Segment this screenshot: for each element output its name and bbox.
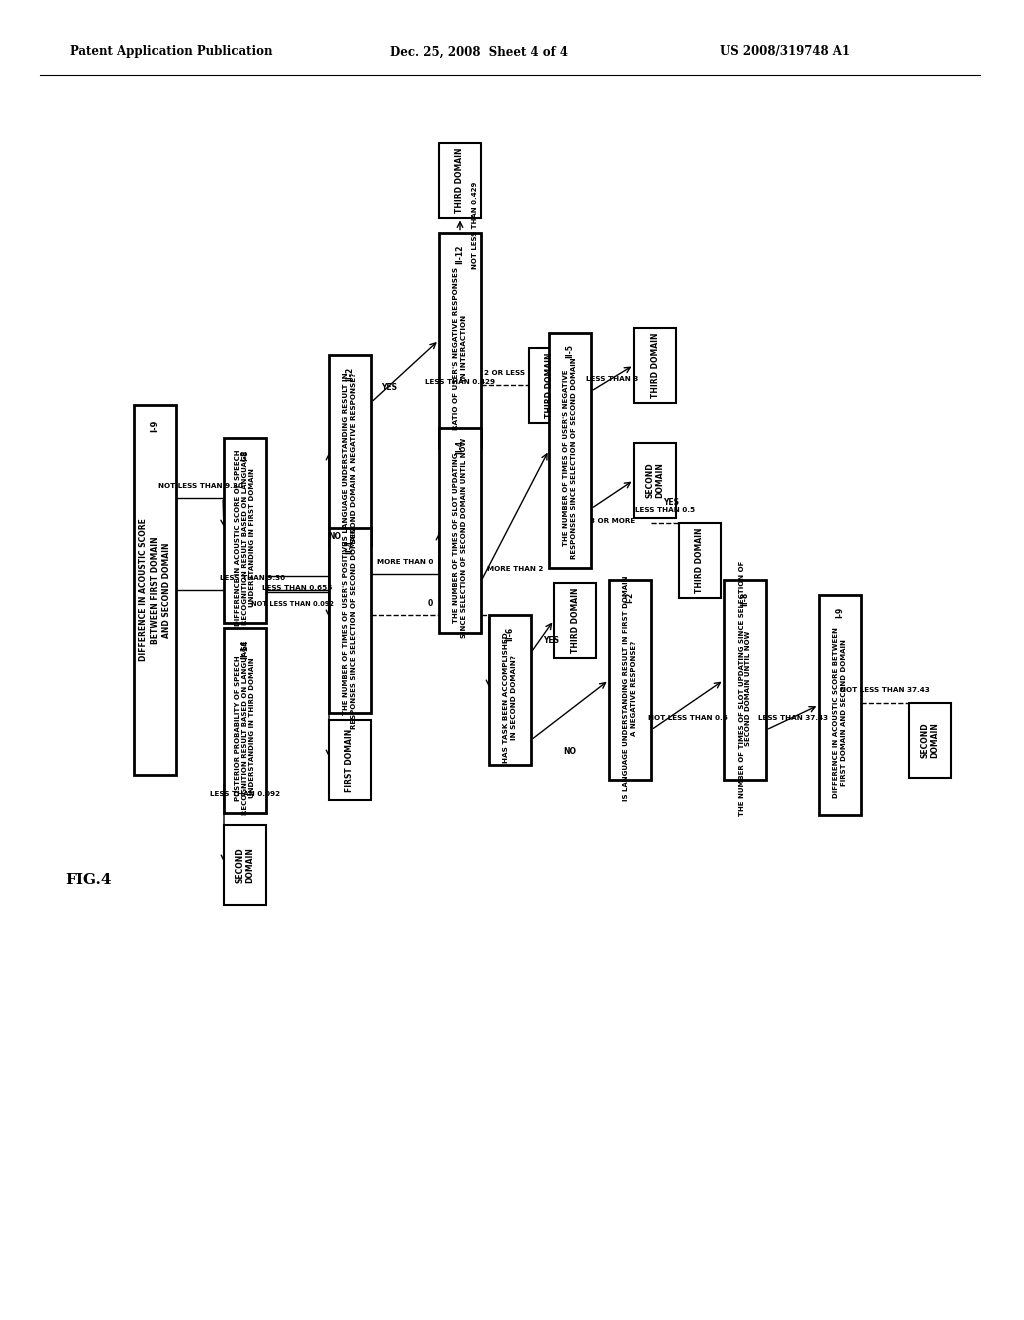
Text: THIRD DOMAIN: THIRD DOMAIN xyxy=(570,587,580,653)
Text: SECOND
DOMAIN: SECOND DOMAIN xyxy=(921,722,940,758)
Text: NO: NO xyxy=(563,747,577,756)
Text: RATIO OF USER'S NEGATIVE RESPONSES
IN INTERACTION: RATIO OF USER'S NEGATIVE RESPONSES IN IN… xyxy=(454,267,467,429)
Text: THIRD DOMAIN: THIRD DOMAIN xyxy=(695,527,705,593)
Text: YES: YES xyxy=(381,383,397,392)
Text: YES: YES xyxy=(663,498,679,507)
Text: FIRST DOMAIN: FIRST DOMAIN xyxy=(345,729,354,792)
Text: LESS THAN 0.092: LESS THAN 0.092 xyxy=(210,791,280,797)
Text: LESS THAN 0.5: LESS THAN 0.5 xyxy=(635,507,695,513)
Bar xyxy=(439,232,481,447)
Text: US 2008/319748 A1: US 2008/319748 A1 xyxy=(720,45,850,58)
Text: SECOND
DOMAIN: SECOND DOMAIN xyxy=(645,462,665,498)
Text: THE NUMBER OF TIMES OF SLOT UPDATING
SINCE SELECTION OF SECOND DOMAIN UNTIL NOW: THE NUMBER OF TIMES OF SLOT UPDATING SIN… xyxy=(454,438,467,638)
Text: IS LANGUAGE UNDERSTANDING RESULT IN FIRST DOMAIN
A NEGATIVE RESPONSE?: IS LANGUAGE UNDERSTANDING RESULT IN FIRS… xyxy=(624,576,637,801)
Text: II-8: II-8 xyxy=(740,591,750,606)
Text: THE NUMBER OF TIMES OF USER'S POSITIVE
RESPONSES SINCE SELECTION OF SECOND DOMAI: THE NUMBER OF TIMES OF USER'S POSITIVE R… xyxy=(343,527,356,729)
Text: I-9: I-9 xyxy=(836,607,845,618)
Bar xyxy=(329,528,371,713)
Text: I-9: I-9 xyxy=(151,420,160,433)
Bar xyxy=(224,825,266,906)
Text: YES: YES xyxy=(543,636,559,645)
Text: LESS THAN 37.43: LESS THAN 37.43 xyxy=(758,715,827,721)
Text: FIG.4: FIG.4 xyxy=(65,873,112,887)
Text: Patent Application Publication: Patent Application Publication xyxy=(70,45,272,58)
Text: II-12: II-12 xyxy=(456,244,465,264)
Bar xyxy=(634,442,676,517)
Text: MORE THAN 0: MORE THAN 0 xyxy=(377,558,433,565)
Text: I-2: I-2 xyxy=(626,591,635,603)
Text: II-4: II-4 xyxy=(345,540,354,553)
Text: 3 OR MORE: 3 OR MORE xyxy=(590,517,635,524)
Text: II-14: II-14 xyxy=(241,639,250,659)
Bar xyxy=(529,347,571,422)
Bar xyxy=(224,627,266,813)
Text: LESS THAN 3: LESS THAN 3 xyxy=(587,376,639,383)
Text: II-4: II-4 xyxy=(456,440,465,454)
Text: I-8: I-8 xyxy=(241,450,250,461)
Text: LESS THAN 0.655: LESS THAN 0.655 xyxy=(262,585,333,591)
Text: 0: 0 xyxy=(427,598,432,607)
Bar xyxy=(679,523,721,598)
Text: THIRD DOMAIN: THIRD DOMAIN xyxy=(650,333,659,397)
Bar xyxy=(549,333,591,568)
Text: NOT LESS THAN 9.30: NOT LESS THAN 9.30 xyxy=(158,483,243,488)
Text: THIRD DOMAIN: THIRD DOMAIN xyxy=(456,148,465,213)
Bar xyxy=(609,579,651,780)
Bar xyxy=(134,405,176,775)
Text: 2 OR LESS: 2 OR LESS xyxy=(484,370,525,376)
Text: THE NUMBER OF TIMES OF SLOT UPDATING SINCE SELECTION OF
SECOND DOMAIN UNTIL NOW: THE NUMBER OF TIMES OF SLOT UPDATING SIN… xyxy=(738,560,752,816)
Text: NO: NO xyxy=(329,532,341,541)
Text: LESS THAN 0.429: LESS THAN 0.429 xyxy=(425,379,495,384)
Text: DIFFERENCE IN ACOUSTIC SCORE OF SPEECH
RECOGNITION RESULT BASED ON LANGUAGE
UNDE: DIFFERENCE IN ACOUSTIC SCORE OF SPEECH R… xyxy=(234,450,255,626)
Text: HAS TASK BEEN ACCOMPLISHED
IN SECOND DOMAIN?: HAS TASK BEEN ACCOMPLISHED IN SECOND DOM… xyxy=(503,632,517,763)
Bar xyxy=(819,595,861,814)
Text: II-5: II-5 xyxy=(565,345,574,359)
Text: SECOND
DOMAIN: SECOND DOMAIN xyxy=(236,847,255,883)
Bar xyxy=(224,437,266,623)
Text: MORE THAN 2: MORE THAN 2 xyxy=(486,566,543,573)
Text: Dec. 25, 2008  Sheet 4 of 4: Dec. 25, 2008 Sheet 4 of 4 xyxy=(390,45,568,58)
Text: DIFFERENCE IN ACOUSTIC SCORE
BETWEEN FIRST DOMAIN
AND SECOND DOMAIN: DIFFERENCE IN ACOUSTIC SCORE BETWEEN FIR… xyxy=(139,519,171,661)
Text: THIRD DOMAIN: THIRD DOMAIN xyxy=(546,352,555,417)
Text: POSTERIOR PROBABILITY OF SPEECH
RECOGNITION RESULT BASED ON LANGUAGE
UNDERSTANDI: POSTERIOR PROBABILITY OF SPEECH RECOGNIT… xyxy=(234,640,255,816)
Text: LESS THAN 9.30: LESS THAN 9.30 xyxy=(220,576,285,581)
Text: DIFFERENCE IN ACOUSTIC SCORE BETWEEN
FIRST DOMAIN AND SECOND DOMAIN: DIFFERENCE IN ACOUSTIC SCORE BETWEEN FIR… xyxy=(834,627,847,799)
Bar xyxy=(439,428,481,632)
Text: NOT LESS THAN 37.43: NOT LESS THAN 37.43 xyxy=(840,688,930,693)
Bar xyxy=(724,579,766,780)
Bar xyxy=(634,327,676,403)
Text: NOT LESS THAN 0.092: NOT LESS THAN 0.092 xyxy=(251,601,334,607)
Bar xyxy=(329,355,371,545)
Bar xyxy=(554,582,596,657)
Text: II-2: II-2 xyxy=(345,367,354,381)
Text: THE NUMBER OF TIMES OF USER'S NEGATIVE
RESPONSES SINCE SELECTION OF SECOND DOMAI: THE NUMBER OF TIMES OF USER'S NEGATIVE R… xyxy=(563,358,577,558)
Text: II-6: II-6 xyxy=(506,627,514,642)
Bar xyxy=(909,702,951,777)
Bar xyxy=(439,143,481,218)
Text: NOT LESS THAN 0.5: NOT LESS THAN 0.5 xyxy=(647,715,727,721)
Bar xyxy=(329,719,371,800)
Text: IS LANGUAGE UNDERSTANDING RESULT IN
SECOND DOMAIN A NEGATIVE RESPONSE?: IS LANGUAGE UNDERSTANDING RESULT IN SECO… xyxy=(343,372,356,544)
Bar xyxy=(489,615,531,766)
Text: NOT LESS THAN 0.429: NOT LESS THAN 0.429 xyxy=(472,181,478,269)
